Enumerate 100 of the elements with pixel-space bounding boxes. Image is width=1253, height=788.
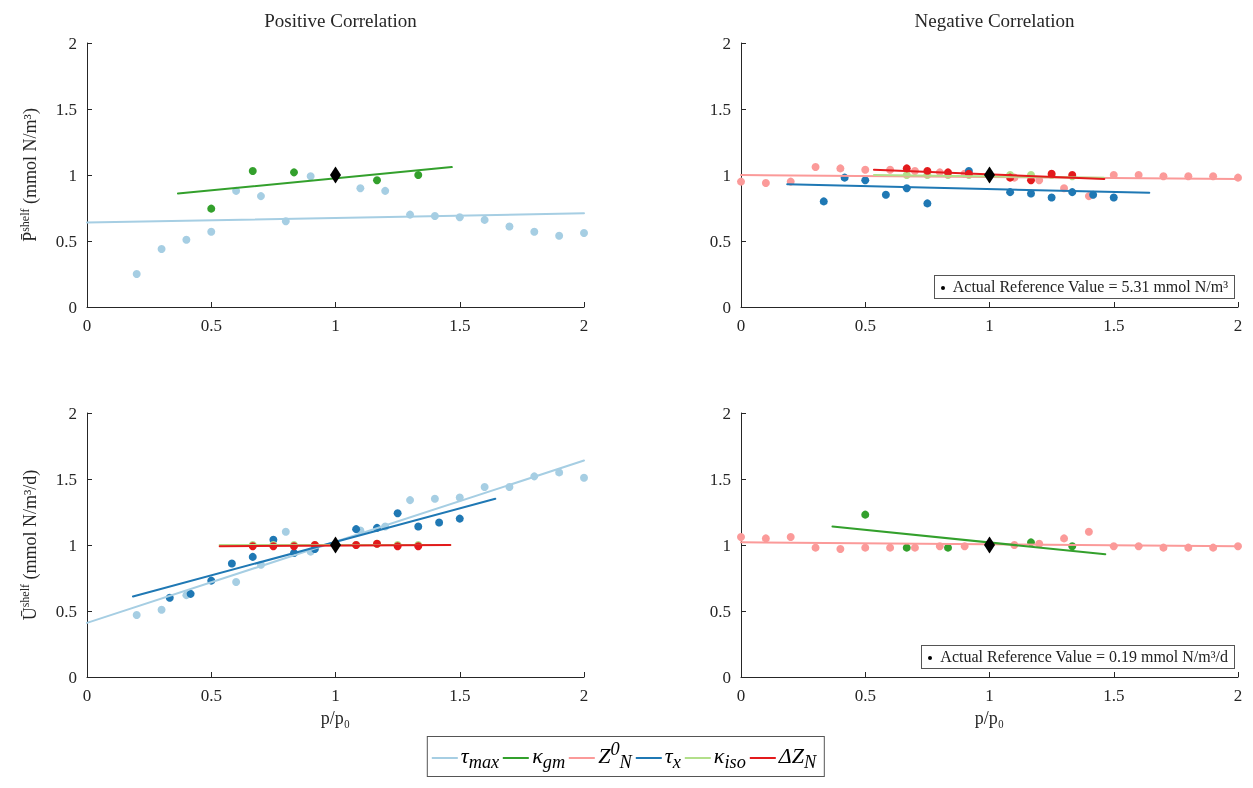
point bbox=[207, 204, 216, 213]
point bbox=[182, 235, 191, 244]
point bbox=[157, 605, 166, 614]
annotation: Actual Reference Value = 0.19 mmol N/m³/d bbox=[940, 648, 1228, 665]
legend-label: τ$_{max}$ bbox=[460, 743, 500, 773]
point bbox=[861, 176, 870, 185]
point bbox=[836, 164, 845, 173]
x-tick-label: 2 bbox=[579, 686, 589, 705]
x-tick-label: 0 bbox=[82, 686, 92, 705]
point bbox=[944, 543, 952, 552]
point bbox=[861, 510, 870, 519]
point bbox=[352, 525, 361, 534]
point bbox=[1047, 193, 1056, 202]
y-tick-label: 1 bbox=[722, 535, 731, 555]
x-tick-label: 0.5 bbox=[200, 316, 222, 335]
x-tick-label: 1 bbox=[985, 686, 994, 705]
y-tick-label: 1 bbox=[68, 165, 77, 185]
point bbox=[406, 496, 415, 505]
y-tick-label: 0 bbox=[722, 297, 731, 317]
x-tick-label: 1 bbox=[331, 316, 340, 335]
x-tick-label: 2 bbox=[1233, 686, 1243, 705]
y-tick-label: 0.5 bbox=[709, 601, 731, 621]
point bbox=[580, 473, 588, 482]
y-tick-label: 2 bbox=[68, 33, 77, 53]
point bbox=[1109, 193, 1118, 202]
point bbox=[248, 167, 257, 176]
point bbox=[248, 552, 257, 561]
y-tick-label: 0.5 bbox=[55, 601, 77, 621]
point bbox=[811, 163, 820, 172]
x-tick-label: 1 bbox=[985, 316, 994, 335]
point bbox=[910, 543, 919, 552]
point bbox=[836, 544, 845, 553]
y-tick-label: 2 bbox=[68, 403, 77, 423]
chart-title: Positive Correlation bbox=[264, 10, 418, 31]
point bbox=[290, 168, 298, 177]
y-tick-label: 0 bbox=[722, 667, 731, 687]
legend-label: κ$_{iso}$ bbox=[713, 743, 746, 773]
x-tick-label: 1 bbox=[331, 686, 340, 705]
y-tick-label: 1.5 bbox=[55, 469, 77, 489]
point bbox=[480, 215, 489, 224]
x-tick-label: 2 bbox=[579, 316, 589, 335]
point bbox=[186, 589, 195, 598]
x-tick-label: 1.5 bbox=[1103, 316, 1125, 335]
point bbox=[232, 577, 241, 586]
y-tick-label: 1.5 bbox=[709, 99, 731, 119]
y-tick-label: 1 bbox=[722, 165, 731, 185]
point bbox=[861, 543, 870, 552]
point bbox=[819, 197, 828, 206]
y-tick-label: 0.5 bbox=[709, 231, 731, 251]
point bbox=[435, 518, 444, 527]
x-tick-label: 1.5 bbox=[449, 316, 471, 335]
x-axis-title: p/p₀ bbox=[320, 708, 351, 728]
point bbox=[227, 559, 236, 568]
point bbox=[886, 543, 895, 552]
x-axis-title: p/p₀ bbox=[974, 708, 1005, 728]
point bbox=[373, 176, 381, 185]
x-tick-label: 0.5 bbox=[854, 316, 876, 335]
x-tick-label: 1.5 bbox=[449, 686, 471, 705]
y-tick-label: 0 bbox=[68, 297, 77, 317]
point bbox=[132, 270, 141, 278]
y-axis-title: P̄shelf (mmol N/m³) bbox=[18, 108, 41, 242]
point bbox=[786, 533, 795, 542]
point bbox=[580, 229, 588, 238]
point bbox=[737, 533, 745, 542]
point bbox=[356, 184, 365, 193]
point bbox=[737, 177, 745, 186]
point bbox=[455, 514, 464, 523]
point bbox=[861, 165, 870, 174]
annotation: Actual Reference Value = 5.31 mmol N/m³ bbox=[952, 278, 1228, 295]
x-tick-label: 2 bbox=[1233, 316, 1243, 335]
y-tick-label: 2 bbox=[722, 33, 731, 53]
y-axis-title: Ūshelf (mmol N/m³/d) bbox=[18, 469, 41, 621]
y-tick-label: 2 bbox=[722, 403, 731, 423]
x-tick-label: 0.5 bbox=[200, 686, 222, 705]
x-tick-label: 0.5 bbox=[854, 686, 876, 705]
point bbox=[381, 186, 390, 195]
point bbox=[923, 199, 932, 208]
point bbox=[761, 534, 770, 543]
y-tick-label: 1.5 bbox=[709, 469, 731, 489]
point bbox=[414, 171, 423, 179]
point bbox=[393, 509, 402, 518]
point bbox=[1060, 534, 1069, 543]
point bbox=[505, 222, 514, 231]
y-tick-label: 1 bbox=[68, 535, 77, 555]
x-tick-label: 0 bbox=[82, 316, 92, 335]
point bbox=[281, 527, 290, 536]
point bbox=[811, 543, 820, 552]
point bbox=[132, 610, 141, 619]
y-tick-label: 0.5 bbox=[55, 231, 77, 251]
point bbox=[881, 190, 890, 199]
point bbox=[306, 172, 315, 181]
x-tick-label: 0 bbox=[736, 686, 746, 705]
point bbox=[1084, 527, 1093, 536]
point bbox=[430, 494, 439, 503]
legend-label: τ$_{x}$ bbox=[664, 743, 681, 773]
y-tick-label: 1.5 bbox=[55, 99, 77, 119]
point bbox=[414, 522, 423, 531]
x-tick-label: 1.5 bbox=[1103, 686, 1125, 705]
legend-label: ΔZ$_{N}$ bbox=[778, 743, 817, 773]
y-tick-label: 0 bbox=[68, 667, 77, 687]
